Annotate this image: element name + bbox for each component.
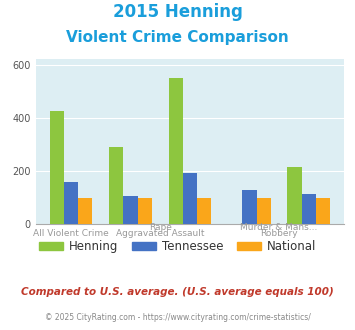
Text: © 2025 CityRating.com - https://www.cityrating.com/crime-statistics/: © 2025 CityRating.com - https://www.city… (45, 314, 310, 322)
Text: Violent Crime Comparison: Violent Crime Comparison (66, 30, 289, 45)
Text: Rape: Rape (149, 223, 171, 232)
Bar (242, 190, 257, 224)
Bar (50, 111, 64, 224)
Bar (64, 182, 78, 224)
Text: Aggravated Assault: Aggravated Assault (116, 229, 204, 238)
Legend: Henning, Tennessee, National: Henning, Tennessee, National (34, 236, 321, 258)
Text: Robbery: Robbery (260, 229, 298, 238)
Bar (123, 196, 138, 224)
Bar (316, 198, 330, 224)
Bar (78, 198, 92, 224)
Bar (257, 198, 271, 224)
Bar (183, 173, 197, 224)
Bar (288, 167, 302, 224)
Bar (109, 147, 123, 224)
Bar (197, 198, 211, 224)
Bar (138, 198, 152, 224)
Text: Compared to U.S. average. (U.S. average equals 100): Compared to U.S. average. (U.S. average … (21, 287, 334, 297)
Text: Murder & Mans...: Murder & Mans... (240, 223, 318, 232)
Text: All Violent Crime: All Violent Crime (33, 229, 109, 238)
Text: 2015 Henning: 2015 Henning (113, 3, 242, 21)
Bar (169, 78, 183, 224)
Bar (302, 194, 316, 224)
